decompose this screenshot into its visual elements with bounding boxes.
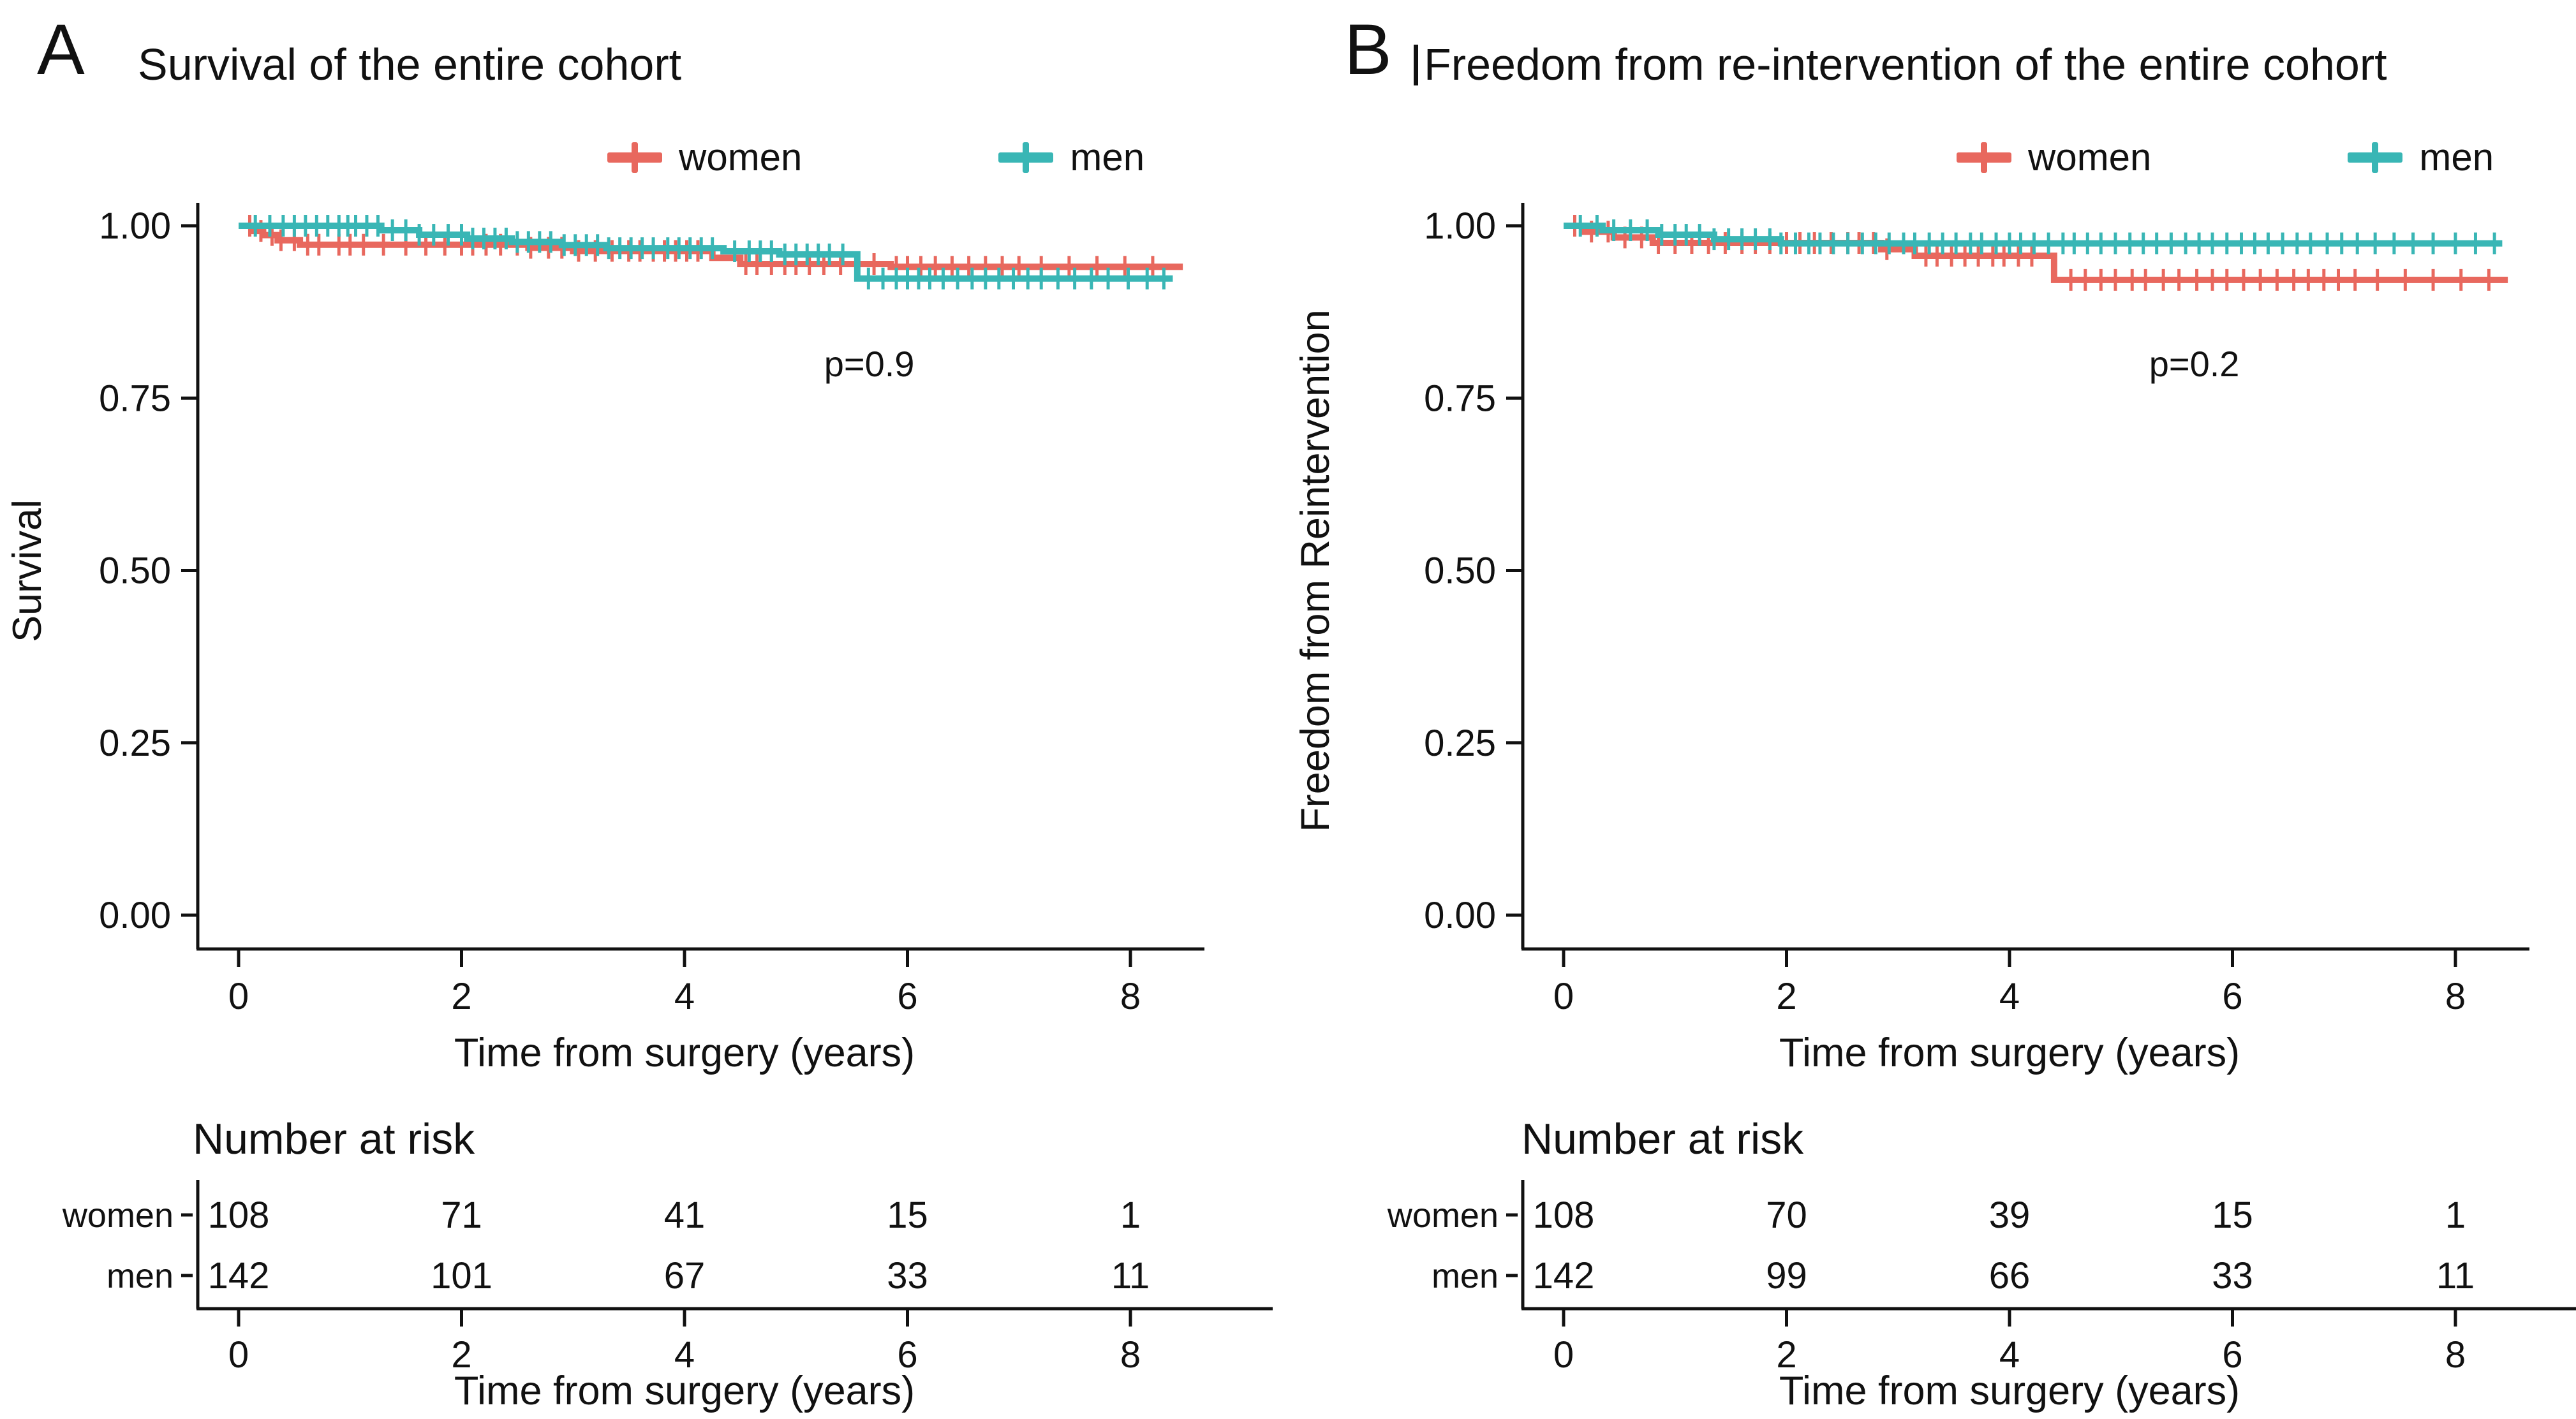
y-tick-label: 0.50 <box>1424 550 1496 592</box>
risk-count: 11 <box>1111 1255 1150 1297</box>
km-censor-symbol-icon <box>607 135 662 180</box>
legend-label-women: women <box>2028 136 2152 179</box>
risk-count: 142 <box>1533 1255 1595 1297</box>
legend-item-women: women <box>607 135 802 180</box>
y-tick-label: 0.25 <box>1424 723 1496 764</box>
legend-censor-tick <box>1981 142 1987 173</box>
risk-count: 108 <box>208 1195 270 1236</box>
x-tick-label: 6 <box>2222 976 2242 1017</box>
risk-table-heading: Number at risk <box>1521 1115 1804 1163</box>
risk-x-tick-label: 6 <box>897 1334 917 1376</box>
y-tick-label: 0.00 <box>99 895 171 936</box>
y-tick-label: 0.00 <box>1424 895 1496 936</box>
risk-count: 70 <box>1766 1195 1807 1236</box>
legend: women men <box>1957 135 2494 180</box>
risk-x-axis-title: Time from surgery (years) <box>1779 1369 2240 1413</box>
risk-x-axis-title: Time from surgery (years) <box>454 1369 915 1413</box>
x-tick-label: 4 <box>1999 976 2020 1017</box>
legend-censor-tick <box>2372 142 2379 173</box>
panel-a-letter: A <box>37 10 85 89</box>
panel-b-letter: B <box>1344 10 1392 89</box>
risk-x-tick-label: 2 <box>1776 1334 1796 1376</box>
risk-count: 15 <box>2212 1195 2253 1236</box>
legend-item-men: men <box>2348 135 2494 180</box>
risk-count: 41 <box>664 1195 706 1236</box>
panel-b-reintervention: B Freedom from re-intervention of the en… <box>1288 0 2576 1419</box>
risk-x-tick-label: 2 <box>451 1334 471 1376</box>
risk-count: 39 <box>1989 1195 2031 1236</box>
risk-row-label: men <box>107 1257 174 1295</box>
km-chart-svg-a: 1.00 0.75 0.50 0.25 0.00 0 2 4 6 8 Time from surge… <box>5 203 1273 1413</box>
legend-item-men: men <box>998 135 1144 180</box>
risk-count: 67 <box>664 1255 706 1297</box>
legend-censor-tick <box>632 142 638 173</box>
x-axis-title: Time from surgery (years) <box>454 1031 915 1075</box>
risk-x-tick-label: 4 <box>1999 1334 2020 1376</box>
legend-label-men: men <box>1070 136 1145 179</box>
legend-item-women: women <box>1957 135 2151 180</box>
risk-count: 101 <box>431 1255 492 1297</box>
y-axis-title: Survival <box>5 499 50 642</box>
risk-count: 71 <box>441 1195 482 1236</box>
risk-x-tick-label: 8 <box>1120 1334 1141 1376</box>
risk-count: 33 <box>2212 1255 2253 1297</box>
risk-x-tick-label: 6 <box>2222 1334 2242 1376</box>
risk-row-label: men <box>1432 1257 1499 1295</box>
risk-count: 99 <box>1766 1255 1807 1297</box>
legend-censor-tick <box>1023 142 1030 173</box>
risk-row-label: women <box>1387 1196 1499 1235</box>
panel-a-survival: A Survival of the entire cohort women me… <box>5 10 1273 1413</box>
x-tick-label: 8 <box>1120 976 1141 1017</box>
x-axis-title: Time from surgery (years) <box>1779 1031 2240 1075</box>
risk-count: 33 <box>887 1255 928 1297</box>
x-tick-label: 0 <box>1553 976 1574 1017</box>
risk-count: 66 <box>1989 1255 2031 1297</box>
y-tick-label: 0.50 <box>99 550 171 592</box>
x-tick-label: 2 <box>451 976 471 1017</box>
km-censor-symbol-icon <box>1957 135 2011 180</box>
panel-a-title: Survival of the entire cohort <box>138 40 682 89</box>
y-tick-label: 1.00 <box>99 205 171 247</box>
risk-x-tick-label: 4 <box>674 1334 695 1376</box>
risk-count: 108 <box>1533 1195 1595 1236</box>
y-axis-title: Freedom from Reintervention <box>1293 309 1338 832</box>
risk-x-tick-label: 0 <box>1553 1334 1574 1376</box>
x-tick-label: 0 <box>228 976 249 1017</box>
title-cursor-artifact <box>1414 45 1418 85</box>
risk-count: 15 <box>887 1195 928 1236</box>
y-tick-label: 0.75 <box>99 378 171 419</box>
km-censor-symbol-icon <box>998 135 1054 180</box>
x-tick-label: 6 <box>897 976 917 1017</box>
panel-b-title: Freedom from re-intervention of the enti… <box>1424 40 2387 89</box>
x-tick-label: 2 <box>1776 976 1796 1017</box>
risk-count: 1 <box>2445 1195 2466 1236</box>
x-tick-label: 4 <box>674 976 695 1017</box>
p-value-label: p=0.2 <box>2149 344 2240 384</box>
legend-label-men: men <box>2419 136 2494 179</box>
risk-row-label: women <box>62 1196 174 1235</box>
legend: women men <box>607 135 1144 180</box>
x-tick-label: 8 <box>2445 976 2466 1017</box>
risk-table-heading: Number at risk <box>193 1115 475 1163</box>
p-value-label: p=0.9 <box>824 344 915 384</box>
legend-label-women: women <box>679 136 803 179</box>
y-tick-label: 0.75 <box>1424 378 1496 419</box>
risk-count: 142 <box>208 1255 270 1297</box>
risk-x-tick-label: 8 <box>2445 1334 2466 1376</box>
y-tick-label: 1.00 <box>1424 205 1496 247</box>
km-censor-symbol-icon <box>2348 135 2403 180</box>
risk-count: 1 <box>1120 1195 1141 1236</box>
km-chart-svg-b: 1.00 0.75 0.50 0.25 0.00 0 2 4 6 8 Time from surge… <box>1293 203 2576 1413</box>
risk-x-tick-label: 0 <box>228 1334 249 1376</box>
risk-count: 11 <box>2436 1255 2475 1297</box>
y-tick-label: 0.25 <box>99 723 171 764</box>
